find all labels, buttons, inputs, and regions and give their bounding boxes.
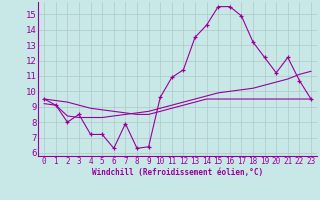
X-axis label: Windchill (Refroidissement éolien,°C): Windchill (Refroidissement éolien,°C) [92,168,263,177]
